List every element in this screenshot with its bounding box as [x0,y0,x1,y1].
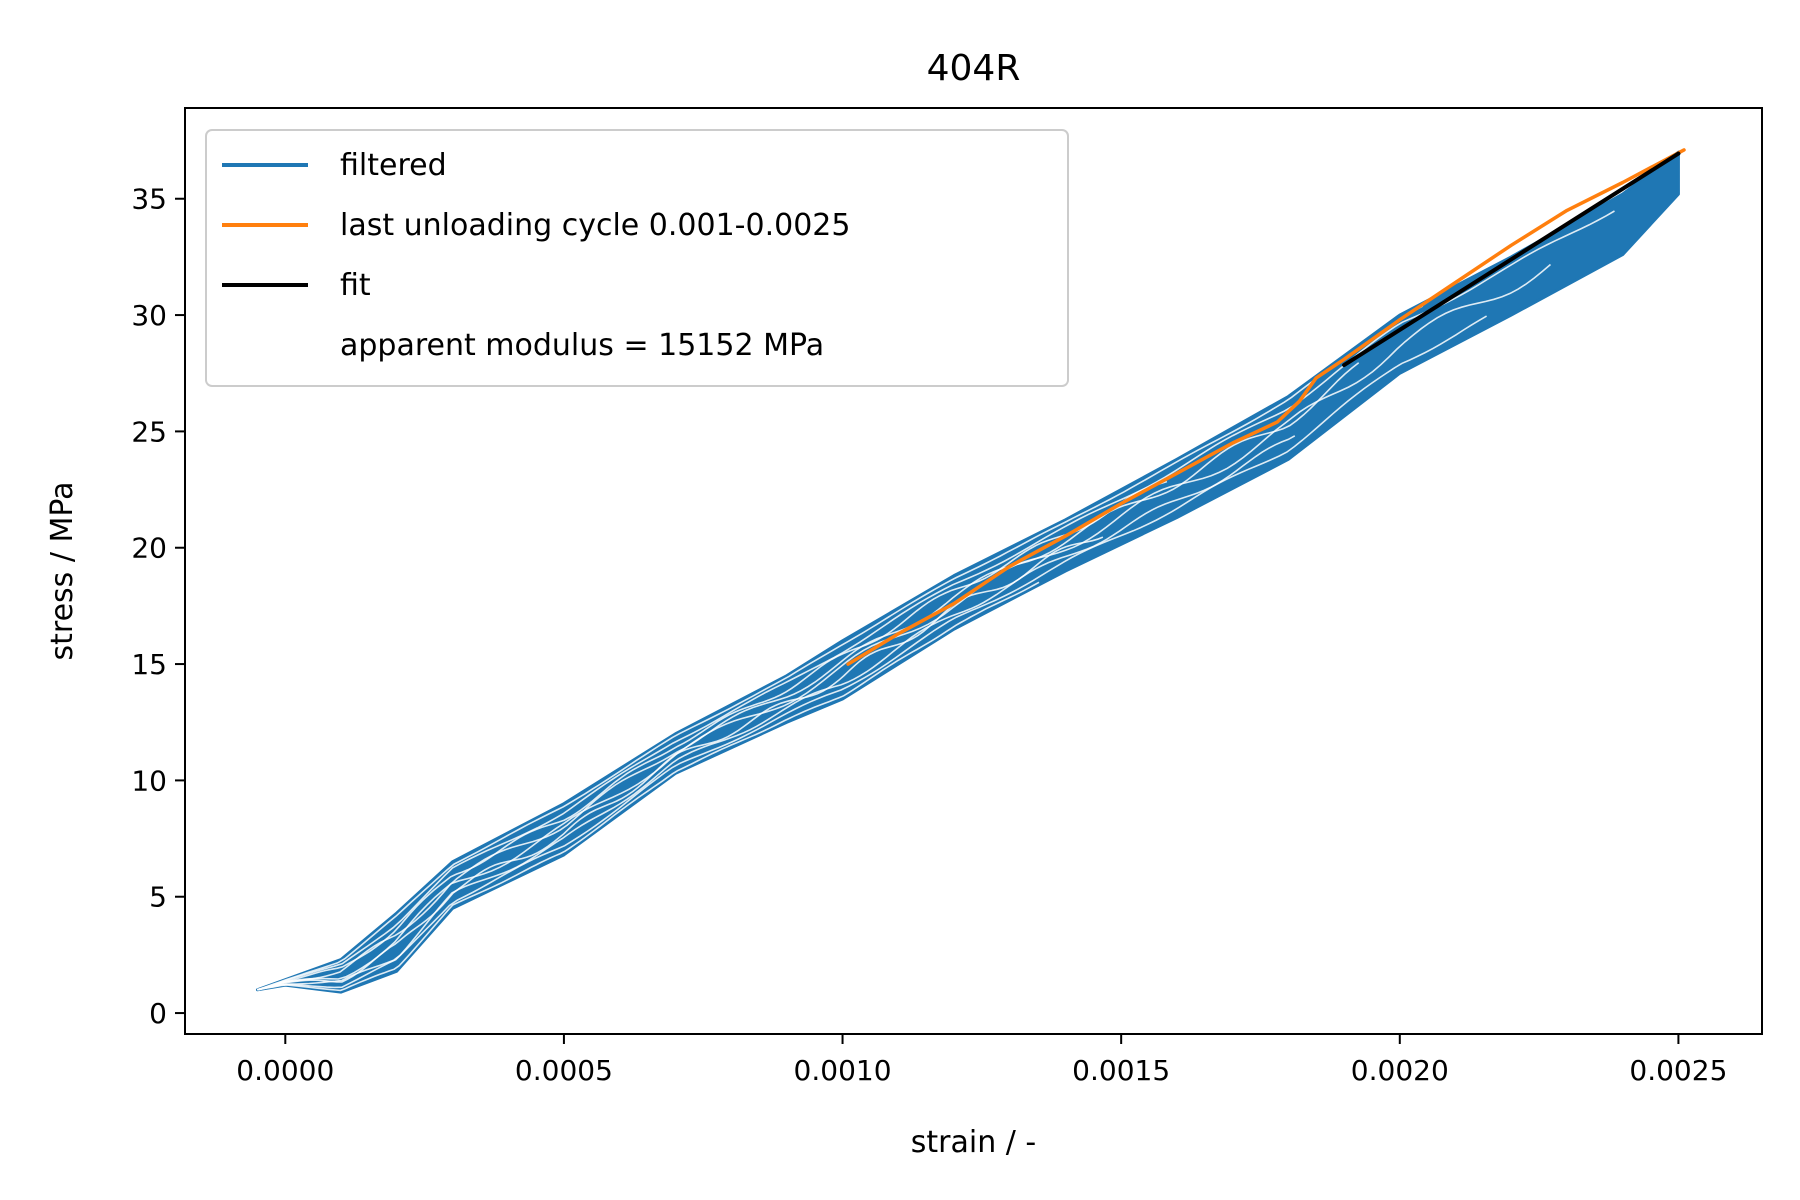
y-tick-label: 30 [131,299,167,332]
plot-area [184,107,1763,1035]
legend-box [205,129,1069,387]
legend-entry-label: fit [340,268,371,303]
filtered-cycle-line [257,362,1360,991]
chart-title: 404R [927,48,1021,89]
filtered-cycle-line [257,263,1552,991]
x-tick-label: 0.0005 [515,1054,613,1087]
y-tick-label: 10 [131,764,167,797]
y-tick-label: 20 [131,532,167,565]
y-tick-label: 35 [131,183,167,216]
data-layer [255,148,1686,994]
x-axis-label: strain / - [911,1125,1036,1160]
y-axis-label: stress / MPa [45,482,80,661]
plot-frame [184,107,1763,1035]
fit-line [1342,151,1681,368]
filtered-cycle-line [257,581,1040,992]
legend-entry-label: filtered [340,148,447,183]
filtered-cycle-line [257,305,1423,991]
legend-entry-label: apparent modulus = 15152 MPa [340,328,824,363]
y-tick-label: 0 [149,997,167,1030]
y-tick-label: 25 [131,415,167,448]
x-tick-label: 0.0000 [236,1054,334,1087]
x-axis: 0.0000 0.0005 0.0010 0.0015 0.0020 0.0025 [236,1034,1727,1087]
filtered-cycle-line [257,480,1168,991]
legend-entry-label: last unloading cycle 0.001-0.0025 [340,208,850,243]
y-tick-label: 5 [149,881,167,914]
x-tick-label: 0.0010 [794,1054,892,1087]
filtered-cycle-line [257,435,1296,991]
y-axis: 0 5 10 15 20 25 30 35 [131,183,185,1030]
unloading-cycle-line [846,148,1686,666]
x-tick-label: 0.0015 [1072,1054,1170,1087]
filtered-cycle-line [257,210,1615,991]
legend: filtered last unloading cycle 0.001-0.002… [205,129,1069,387]
y-tick-label: 15 [131,648,167,681]
x-tick-label: 0.0025 [1629,1054,1727,1087]
x-tick-label: 0.0020 [1351,1054,1449,1087]
filtered-cycle-line [257,315,1488,991]
